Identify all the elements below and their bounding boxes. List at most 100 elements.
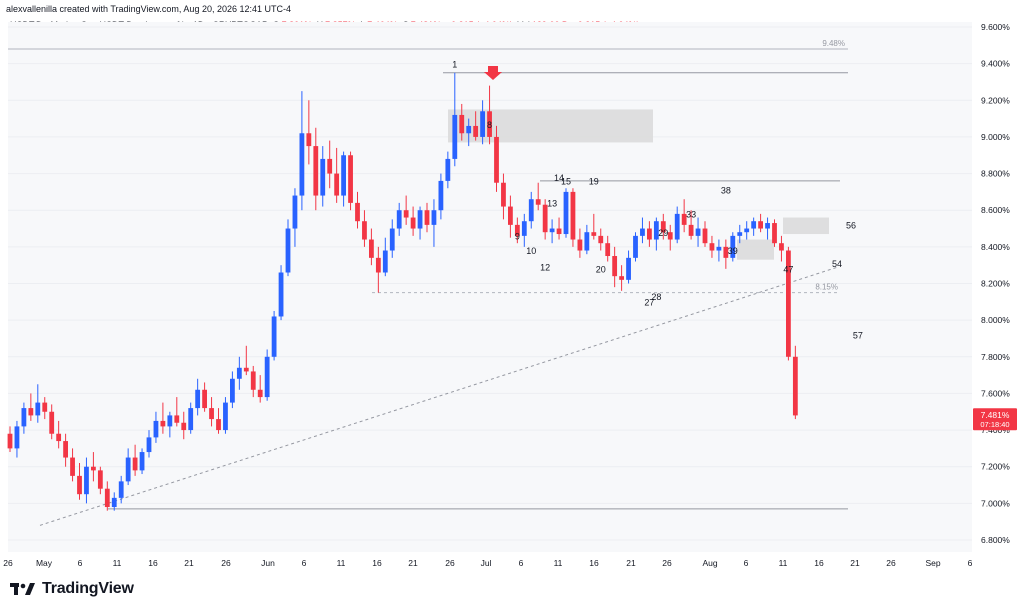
candle-body xyxy=(313,146,319,196)
candle xyxy=(77,463,82,500)
candle xyxy=(751,217,757,236)
candle xyxy=(84,457,89,504)
candle-body xyxy=(292,195,298,229)
candle-body xyxy=(7,433,13,449)
candle-body xyxy=(556,228,562,235)
candle-body xyxy=(28,408,34,416)
chart-attribution: alexvallenilla created with TradingView.… xyxy=(6,4,291,14)
y-tick-label: 8.800% xyxy=(981,169,1010,179)
candle xyxy=(264,349,270,401)
wave-count-label: 13 xyxy=(547,199,557,209)
candle-body xyxy=(792,356,798,416)
wave-count-label: 9 xyxy=(515,232,520,242)
wave-count-label: 14 xyxy=(554,173,564,183)
candle xyxy=(640,217,645,244)
candle xyxy=(202,382,207,412)
wave-count-label: 15 xyxy=(561,177,571,187)
x-tick-label: 16 xyxy=(589,558,599,568)
candle xyxy=(382,237,388,277)
candle-body xyxy=(758,221,763,229)
tradingview-logo[interactable]: TradingView xyxy=(10,580,134,598)
candle xyxy=(577,228,583,258)
candle xyxy=(320,146,326,207)
wave-count-label: 38 xyxy=(721,186,731,196)
consolidation-zone xyxy=(783,217,829,235)
last-price-value: 7.481% xyxy=(981,410,1010,420)
level-label-9-48: 9.48% xyxy=(822,39,845,48)
candle-body xyxy=(445,158,451,181)
candle xyxy=(49,404,55,440)
x-tick-label: 11 xyxy=(554,558,563,568)
candle xyxy=(167,411,173,438)
y-tick-label: 7.000% xyxy=(981,498,1010,508)
candle xyxy=(716,239,722,262)
candle-body xyxy=(640,228,645,236)
candle-body xyxy=(452,114,458,159)
candle xyxy=(605,235,611,262)
y-tick-label: 8.000% xyxy=(981,315,1010,325)
demand-zone xyxy=(737,239,774,260)
candle xyxy=(334,147,340,203)
candle xyxy=(487,85,492,145)
candle-body xyxy=(528,199,534,222)
y-tick-label: 8.600% xyxy=(981,205,1010,215)
candle xyxy=(556,217,562,240)
candle xyxy=(647,221,652,247)
candle-body xyxy=(132,457,138,471)
candle-body xyxy=(779,243,784,251)
candle-body xyxy=(709,243,715,251)
candle-body xyxy=(487,111,492,137)
candle xyxy=(695,217,701,247)
candle xyxy=(584,224,590,255)
candle-body xyxy=(681,213,687,225)
candle-body xyxy=(160,420,166,427)
candle-body xyxy=(626,257,631,280)
candle-body xyxy=(549,228,555,233)
candle xyxy=(723,239,729,269)
candle-body xyxy=(431,210,437,225)
candle xyxy=(139,448,145,475)
x-tick-label: 26 xyxy=(662,558,672,568)
candle-countdown: 07:18:40 xyxy=(980,420,1009,429)
x-tick-label: 26 xyxy=(221,558,231,568)
candle-body xyxy=(369,239,374,258)
candle xyxy=(452,72,458,167)
candle xyxy=(91,452,96,482)
candle xyxy=(257,375,263,403)
candle-body xyxy=(257,389,263,398)
candle-body xyxy=(153,420,159,438)
candle-body xyxy=(417,210,423,229)
candle xyxy=(438,173,444,220)
candle xyxy=(389,219,395,258)
candle xyxy=(744,221,750,240)
y-tick-label: 8.200% xyxy=(981,279,1010,289)
candle xyxy=(633,232,638,262)
candle-body xyxy=(480,111,485,137)
candle-body xyxy=(181,422,187,431)
candle-body xyxy=(236,367,242,379)
candle-body xyxy=(188,408,194,431)
candle xyxy=(508,195,513,238)
candle xyxy=(480,100,485,145)
candle xyxy=(626,250,631,284)
candle-body xyxy=(577,239,583,251)
candle xyxy=(348,151,353,211)
candle xyxy=(459,103,465,141)
candle xyxy=(292,188,298,247)
candle-body xyxy=(382,250,388,273)
wave-count-label: 10 xyxy=(526,246,536,256)
x-tick-label: 26 xyxy=(886,558,896,568)
x-tick-label: May xyxy=(36,558,53,568)
candle xyxy=(772,219,777,247)
candle xyxy=(653,217,659,251)
candle-body xyxy=(299,133,305,196)
candle-body xyxy=(633,235,638,258)
wave-count-label: 39 xyxy=(728,246,738,256)
x-tick-label: 16 xyxy=(148,558,158,568)
candle-body xyxy=(35,402,41,416)
candle-body xyxy=(619,276,624,280)
wave-count-label: 19 xyxy=(589,177,599,187)
candle-body xyxy=(14,426,20,449)
x-tick-label: 6 xyxy=(78,558,83,568)
